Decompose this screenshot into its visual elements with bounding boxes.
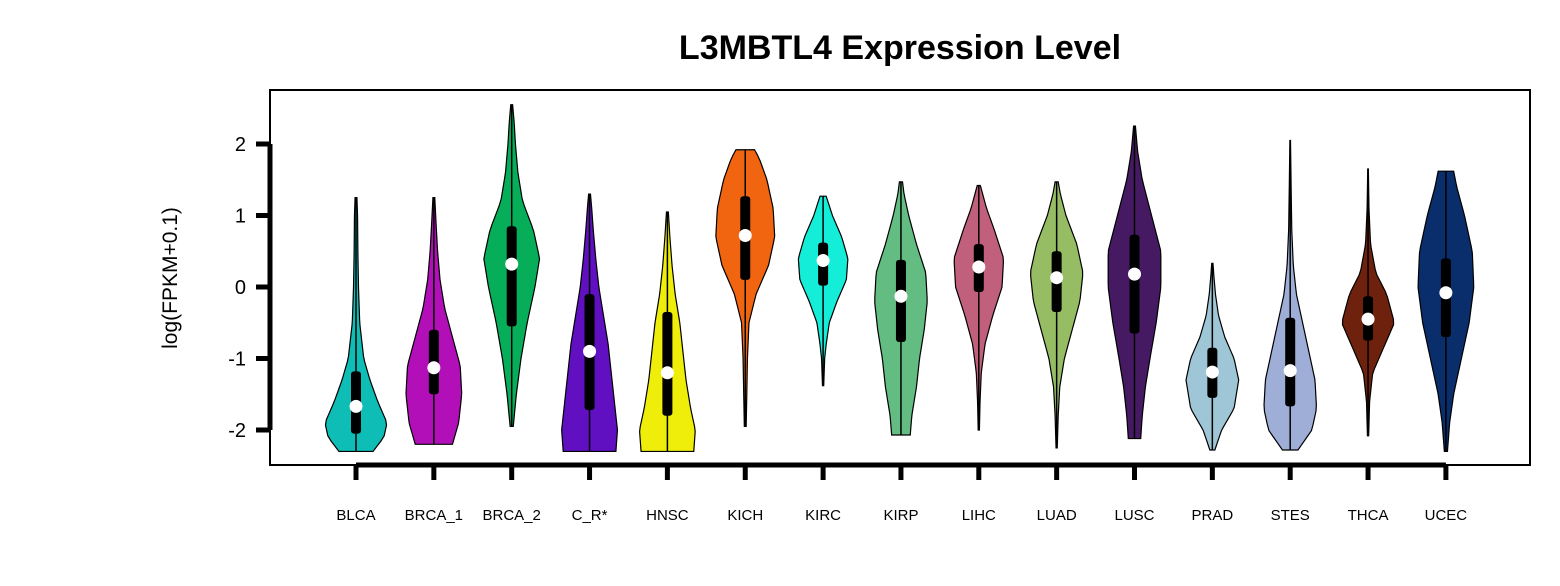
violin-kirc — [797, 195, 849, 387]
violin-median-dot — [1439, 286, 1453, 300]
violin-median-dot — [583, 344, 597, 358]
x-tick-label: THCA — [1348, 507, 1389, 524]
x-tick-label: KICH — [727, 507, 763, 524]
violin-prad — [1185, 262, 1240, 451]
violin-median-dot — [894, 289, 908, 303]
x-tick-label: KIRP — [883, 507, 918, 524]
violin-iqr-box — [506, 226, 517, 327]
violin-brca-2 — [483, 104, 541, 428]
violin-brca-1 — [405, 197, 463, 445]
violin-hnsc — [639, 211, 696, 453]
violin-lusc — [1107, 125, 1162, 440]
violin-iqr-box — [1129, 234, 1140, 334]
violin-stes — [1263, 139, 1317, 451]
violin-lihc — [953, 184, 1005, 431]
x-tick-label: LUSC — [1114, 507, 1154, 524]
violin-median-dot — [1361, 312, 1375, 326]
violin-median-dot — [738, 229, 752, 243]
y-axis-label: log(FPKM+0.1) — [159, 207, 182, 349]
violin-ucec — [1417, 170, 1475, 453]
x-tick-label: UCEC — [1425, 507, 1468, 524]
y-axis: -2 -1 0 1 2 — [228, 134, 273, 442]
violin-median-dot — [660, 366, 674, 380]
violin-median-dot — [1283, 364, 1297, 378]
x-tick-label: BLCA — [336, 507, 375, 524]
violin-iqr-box — [662, 312, 673, 416]
violin-median-dot — [816, 254, 830, 268]
x-tick-label: HNSC — [646, 507, 689, 524]
x-tick-label: LIHC — [962, 507, 996, 524]
violin-median-dot — [427, 361, 441, 375]
violin-median-dot — [972, 260, 986, 274]
violin-median-dot — [1128, 267, 1141, 281]
x-tick-label: KIRC — [805, 507, 841, 524]
violin-kirp — [874, 181, 928, 436]
y-tick-label: -1 — [228, 349, 246, 371]
violin-median-dot — [1205, 365, 1219, 379]
x-tick-label: STES — [1271, 507, 1310, 524]
x-tick-label: BRCA_2 — [483, 507, 541, 524]
violin-thca — [1341, 168, 1395, 437]
violin-c-r- — [561, 193, 619, 453]
x-axis: BLCA BRCA_1 BRCA_2 C_R* HNSC KICH KIRC KIRP LIHC… — [336, 462, 1468, 524]
violin-median-dot — [1050, 271, 1064, 285]
violin-iqr-box — [1285, 317, 1296, 407]
chart-title: L3MBTL4 Expression Level — [679, 29, 1121, 67]
violins-group — [324, 104, 1475, 453]
x-tick-label: LUAD — [1037, 507, 1077, 524]
y-tick-label: 2 — [235, 134, 246, 156]
violin-median-dot — [505, 257, 519, 271]
y-tick-label: 0 — [235, 277, 246, 299]
violin-median-dot — [349, 399, 363, 413]
x-tick-label: BRCA_1 — [405, 507, 463, 524]
y-tick-label: -2 — [228, 420, 246, 442]
violin-luad — [1030, 181, 1084, 449]
x-tick-label: C_R* — [572, 507, 608, 524]
violin-kich — [715, 149, 776, 428]
x-tick-label: PRAD — [1192, 507, 1234, 524]
y-tick-label: 1 — [235, 206, 246, 228]
violin-blca — [324, 197, 388, 453]
